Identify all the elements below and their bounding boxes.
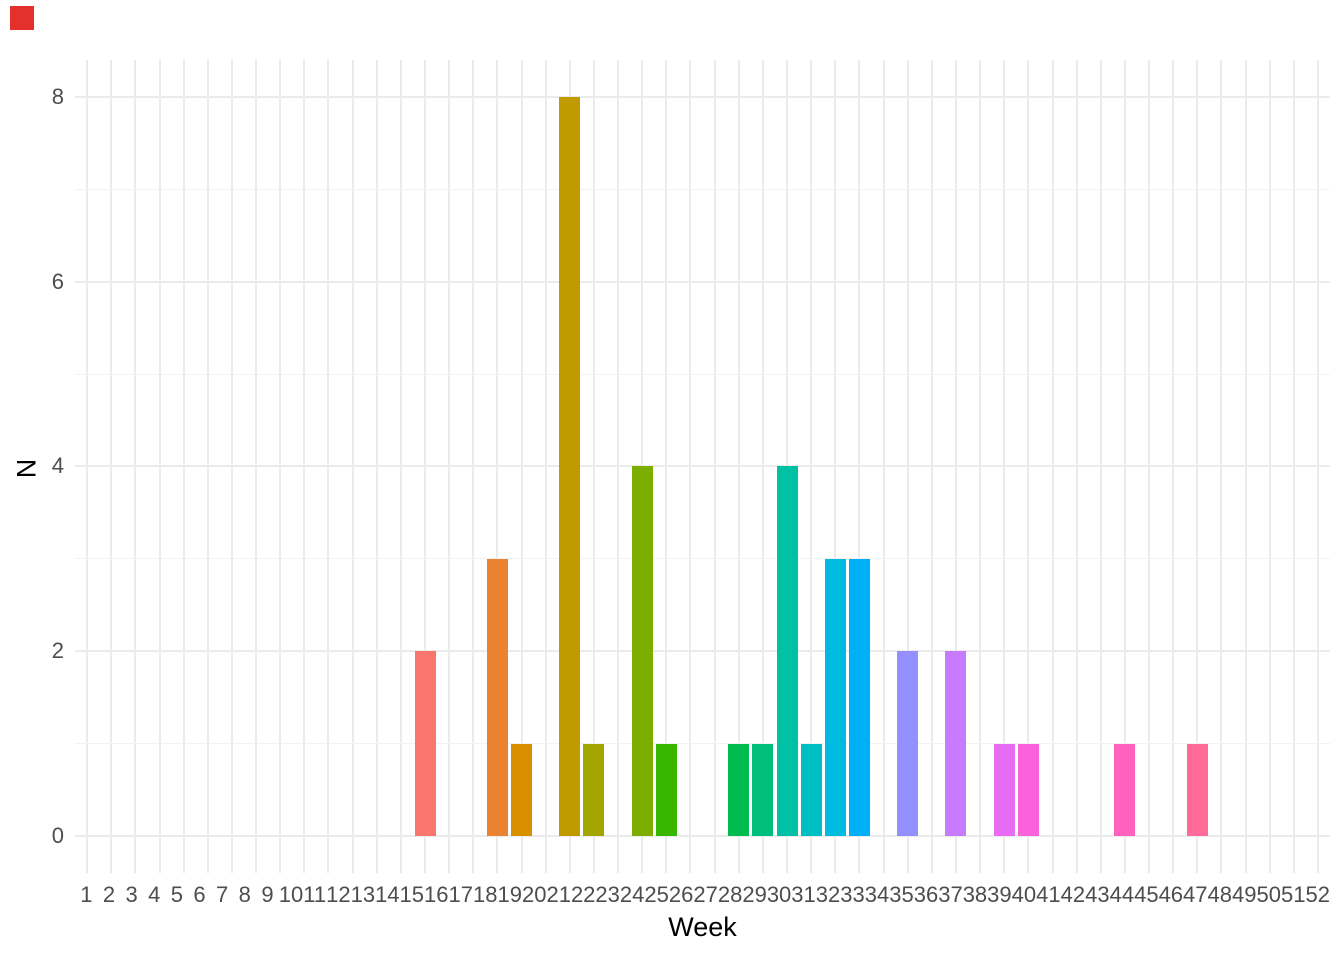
- x-tick-label-15: 15: [399, 882, 425, 907]
- x-tick-label-34: 34: [864, 882, 890, 907]
- x-tick-label-44: 44: [1109, 882, 1135, 907]
- bar-week-35: [897, 651, 919, 836]
- bar-week-21: [559, 96, 581, 836]
- plot-panel: [75, 60, 1330, 873]
- y-tick-label-6: 6: [51, 268, 64, 294]
- x-tick-label-33: 33: [840, 882, 865, 907]
- x-tick-label-42: 42: [1060, 882, 1086, 907]
- x-tick-label-24: 24: [619, 882, 645, 907]
- major-gridline-y-0: [75, 835, 1330, 837]
- x-tick-label-27: 27: [693, 882, 718, 907]
- bar-week-47: [1186, 743, 1208, 836]
- bar-week-25: [655, 743, 677, 836]
- y-tick-label-2: 2: [51, 638, 64, 664]
- y-tick-label-8: 8: [51, 83, 64, 109]
- x-tick-label-2: 2: [102, 882, 116, 907]
- bar-week-19: [511, 743, 532, 836]
- bar-week-22: [583, 743, 605, 836]
- major-gridline-y-2: [75, 650, 1330, 653]
- x-tick-label-32: 32: [815, 882, 841, 907]
- x-tick-label-45: 45: [1134, 882, 1159, 907]
- bar-week-32: [824, 558, 846, 836]
- bar-week-39: [993, 743, 1015, 836]
- bar-week-18: [486, 558, 508, 836]
- bar-week-29: [752, 743, 774, 836]
- x-tick-label-1: 1: [80, 882, 93, 907]
- x-tick-label-50: 50: [1256, 882, 1281, 907]
- x-tick-label-19: 19: [497, 882, 522, 907]
- x-tick-label-17: 17: [448, 882, 473, 907]
- x-tick-label-11: 11: [303, 882, 327, 907]
- x-tick-label-48: 48: [1207, 882, 1233, 907]
- minor-gridline-y-5: [75, 373, 1330, 375]
- major-gridline-y-4: [75, 465, 1330, 468]
- x-tick-label-4: 4: [148, 882, 161, 907]
- x-tick-label-21: 21: [546, 882, 571, 907]
- x-tick-label-29: 29: [742, 882, 767, 907]
- x-tick-label-28: 28: [717, 882, 743, 907]
- bar-week-40: [1017, 743, 1039, 836]
- x-tick-label-20: 20: [521, 882, 547, 907]
- minor-gridline-y-3: [75, 558, 1330, 560]
- bar-week-37: [945, 651, 967, 836]
- x-tick-label-5: 5: [170, 882, 183, 907]
- bar-week-30: [776, 466, 798, 836]
- x-tick-label-8: 8: [238, 882, 251, 907]
- x-tick-label-25: 25: [644, 882, 669, 907]
- x-tick-label-49: 49: [1232, 882, 1257, 907]
- x-tick-label-10: 10: [278, 882, 304, 907]
- bar-week-33: [848, 558, 870, 836]
- x-tick-label-31: 31: [791, 882, 816, 907]
- x-tick-label-35: 35: [889, 882, 914, 907]
- x-tick-label-39: 39: [987, 882, 1012, 907]
- y-tick-label-0: 0: [51, 823, 64, 848]
- x-tick-label-23: 23: [595, 882, 620, 907]
- bar-week-44: [1114, 743, 1136, 836]
- minor-gridline-y-7: [75, 188, 1330, 190]
- x-tick-label-3: 3: [125, 882, 138, 907]
- x-tick-label-14: 14: [375, 882, 400, 907]
- x-tick-label-16: 16: [424, 882, 449, 907]
- x-tick-label-26: 26: [668, 882, 694, 907]
- x-tick-label-18: 18: [473, 882, 498, 907]
- y-axis-tick-labels: 0 2 4 6 8: [0, 0, 64, 960]
- major-gridline-y-8: [75, 95, 1330, 98]
- bar-week-28: [728, 743, 750, 836]
- x-tick-label-37: 37: [938, 882, 963, 907]
- x-tick-label-47: 47: [1183, 882, 1208, 907]
- x-tick-label-52: 52: [1305, 882, 1330, 907]
- x-tick-label-36: 36: [913, 882, 939, 907]
- x-tick-label-12: 12: [326, 882, 351, 907]
- x-tick-label-38: 38: [962, 882, 988, 907]
- x-axis-title: Week: [668, 912, 737, 942]
- x-tick-label-9: 9: [261, 882, 274, 907]
- red-marker-square: [10, 6, 34, 30]
- x-tick-label-22: 22: [570, 882, 596, 907]
- x-axis-tick-labels: 1 2 3 4 5 6 7 8 9 10 11 12 13 14 15 16 17 18 19 20 21 22 23 24 2…: [75, 883, 1330, 907]
- x-tick-label-43: 43: [1085, 882, 1110, 907]
- y-axis-title: N: [11, 458, 42, 479]
- bar-week-15: [414, 651, 436, 836]
- major-gridline-y-6: [75, 280, 1330, 283]
- x-tick-label-7: 7: [216, 882, 229, 907]
- x-tick-label-30: 30: [766, 882, 792, 907]
- bar-week-24: [631, 466, 653, 836]
- x-tick-label-6: 6: [193, 882, 206, 907]
- x-tick-label-51: 51: [1280, 882, 1306, 907]
- minor-gridline-y-1: [75, 743, 1330, 745]
- x-tick-label-41: 41: [1036, 882, 1061, 907]
- x-tick-label-40: 40: [1011, 882, 1037, 907]
- bar-week-31: [800, 743, 822, 836]
- x-tick-label-46: 46: [1158, 882, 1184, 907]
- x-tick-label-13: 13: [350, 882, 376, 907]
- y-tick-label-4: 4: [51, 453, 64, 479]
